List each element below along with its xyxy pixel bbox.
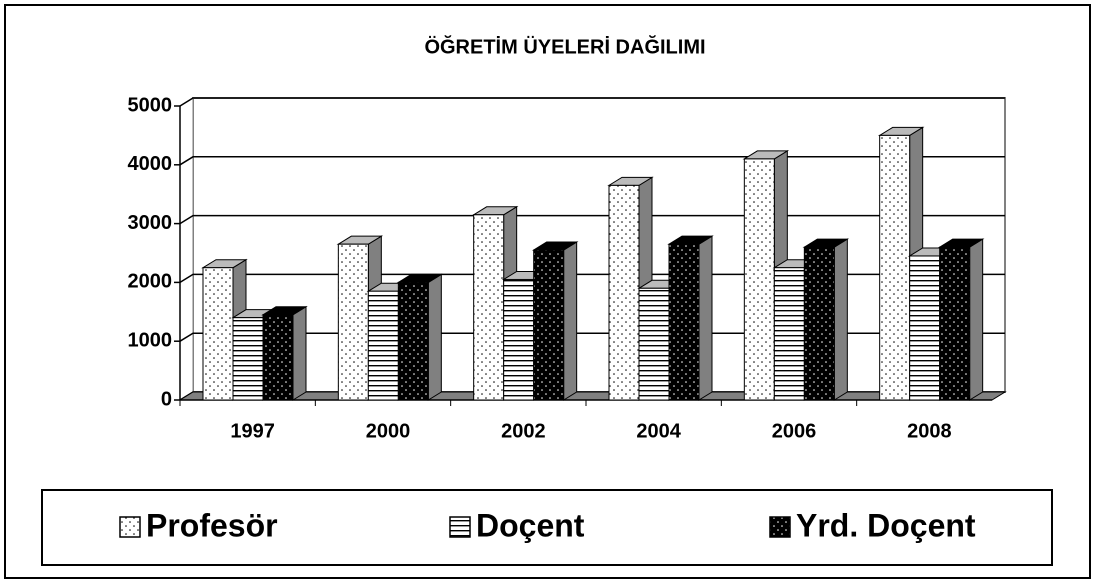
y-tick-label: 1000 [128, 329, 173, 351]
bar-side [969, 238, 984, 401]
bar [367, 290, 399, 401]
grid-line [179, 156, 1005, 166]
grid-line [179, 214, 1005, 225]
y-tick-label: 3000 [128, 212, 173, 234]
side-wall [179, 97, 194, 401]
bar [473, 214, 505, 401]
bar [939, 246, 971, 401]
legend-label: Yrd. Doçent [796, 507, 976, 543]
grid-line [179, 273, 1005, 284]
bar [503, 278, 535, 401]
bar [773, 267, 805, 401]
bar-side [698, 235, 713, 401]
grid-line [179, 332, 1005, 342]
bar-side [833, 238, 848, 401]
x-tick-label: 2006 [772, 420, 817, 442]
x-tick-label: 2002 [501, 420, 546, 442]
bar [909, 255, 941, 401]
y-tick-label: 2000 [128, 271, 173, 293]
legend-swatch [769, 516, 791, 538]
legend-swatch [449, 516, 471, 538]
bar [608, 184, 640, 401]
legend-label: Doçent [476, 507, 585, 543]
y-tick-label: 0 [161, 388, 172, 410]
bar [743, 158, 775, 401]
legend [41, 489, 1053, 566]
bar [803, 246, 835, 401]
bar [638, 287, 670, 401]
x-tick-label: 2004 [636, 420, 681, 442]
bar [668, 243, 700, 401]
bar [397, 281, 429, 401]
legend-swatch [119, 516, 141, 538]
bar [533, 249, 565, 401]
y-tick-label: 5000 [128, 94, 173, 116]
bar-side [427, 273, 442, 401]
bar [202, 267, 234, 401]
x-tick-label: 1997 [230, 420, 275, 442]
grid-line [179, 97, 1005, 107]
legend-label: Profesör [146, 507, 278, 543]
bar [337, 243, 369, 401]
bar [232, 317, 264, 401]
x-tick-label: 2000 [366, 420, 411, 442]
x-tick-label: 2008 [907, 420, 952, 442]
y-tick-label: 4000 [128, 153, 173, 175]
bar-side [563, 241, 578, 401]
bar [879, 134, 911, 401]
bar-side [292, 305, 307, 401]
bar [262, 314, 294, 401]
chart-title: ÖĞRETİM ÜYELERİ DAĞILIMI [424, 34, 705, 58]
